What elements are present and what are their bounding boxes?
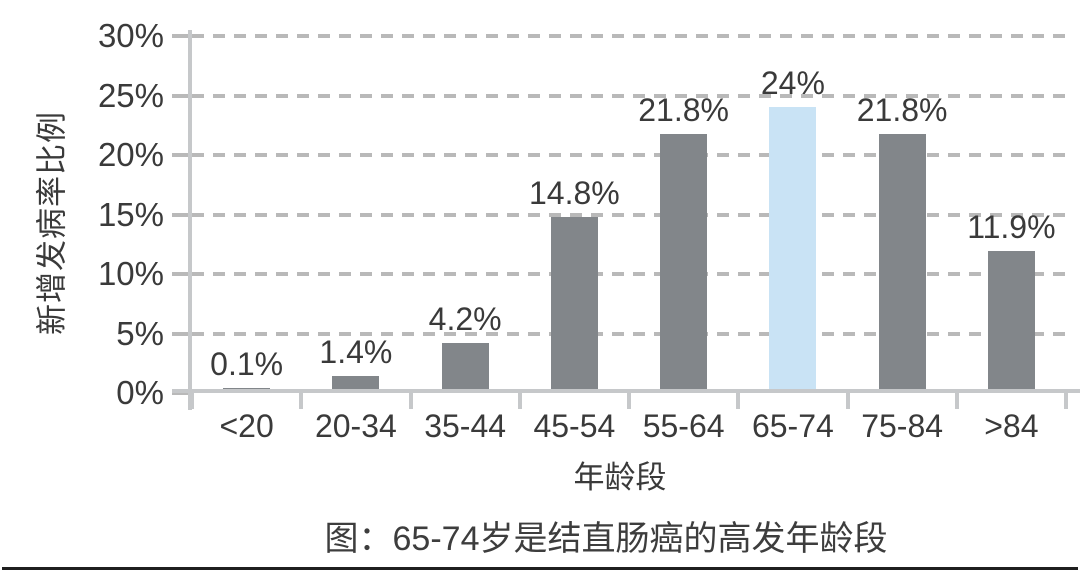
bar [987,251,1035,393]
y-tick-label: 25% [97,76,164,114]
gridline-10pct [192,272,1066,276]
x-tick-label: 45-54 [533,408,616,444]
y-axis-line [188,30,192,410]
bar [878,133,926,393]
y-tick-label: 30% [97,17,164,54]
x-tick-label: 65-74 [751,408,834,444]
x-axis-tick-mark [845,393,850,409]
gridline-20pct [192,153,1066,157]
gridline-25pct [192,93,1066,98]
gridline-15pct [192,212,1066,217]
x-axis-tick-mark [408,393,413,409]
gridline-5pct [192,331,1066,336]
bar-value-label: 21.8% [638,91,729,128]
gridline-30pct [192,34,1066,38]
x-axis-tick-mark [954,393,959,409]
bar [332,376,380,393]
y-axis-tick-mark [172,331,188,336]
bar-value-label: 11.9% [967,209,1056,246]
y-axis-tick-mark [172,272,188,276]
x-axis-tick-mark [517,393,522,409]
bar-value-label: 1.4% [319,334,393,371]
y-axis-tick-mark [172,391,188,395]
y-tick-label: 10% [97,255,164,292]
bar-value-label: 21.8% [856,91,948,128]
x-axis-tick-mark [190,393,194,409]
y-axis-tick-mark [172,93,188,98]
bar [550,216,598,393]
y-axis-tick-mark [172,212,188,217]
bottom-divider-line [2,567,1078,570]
bar-value-label: 0.1% [210,346,284,382]
x-axis-tick-mark [736,393,741,409]
bar-value-label: 4.2% [428,301,502,338]
chart-caption: 图：65-74岁是结直肠癌的高发年龄段 [324,520,888,558]
bar [441,343,489,393]
x-tick-label: 55-64 [642,408,725,444]
y-axis-tick-mark [172,34,188,38]
bar-value-label: 14.8% [529,174,620,211]
bar [660,133,708,393]
x-axis-tick-mark [1064,393,1068,409]
y-tick-label: 15% [97,195,164,233]
y-tick-label: 0% [116,374,164,411]
x-axis-tick-mark [627,393,631,409]
y-tick-label: 5% [116,314,164,352]
bar-value-label: 24% [760,65,825,102]
x-tick-label: <20 [219,408,274,444]
y-axis-tick-mark [172,153,188,157]
x-tick-label: 75-84 [861,408,944,444]
y-tick-label: 20% [97,136,164,173]
x-tick-label: >84 [984,408,1039,444]
bar-highlighted [769,107,817,393]
x-tick-label: 20-34 [314,408,397,444]
x-tick-label: 35-44 [424,408,507,444]
plot-area: 0.1% 1.4% 4.2% 14.8% 21.8% 24% 21.8% 11.9% [192,0,1066,393]
x-axis-tick-mark [299,393,304,409]
x-axis-title: 年龄段 [573,460,667,495]
y-axis-title: 新增发病率比例 [34,111,70,335]
x-axis-line [172,389,1080,393]
